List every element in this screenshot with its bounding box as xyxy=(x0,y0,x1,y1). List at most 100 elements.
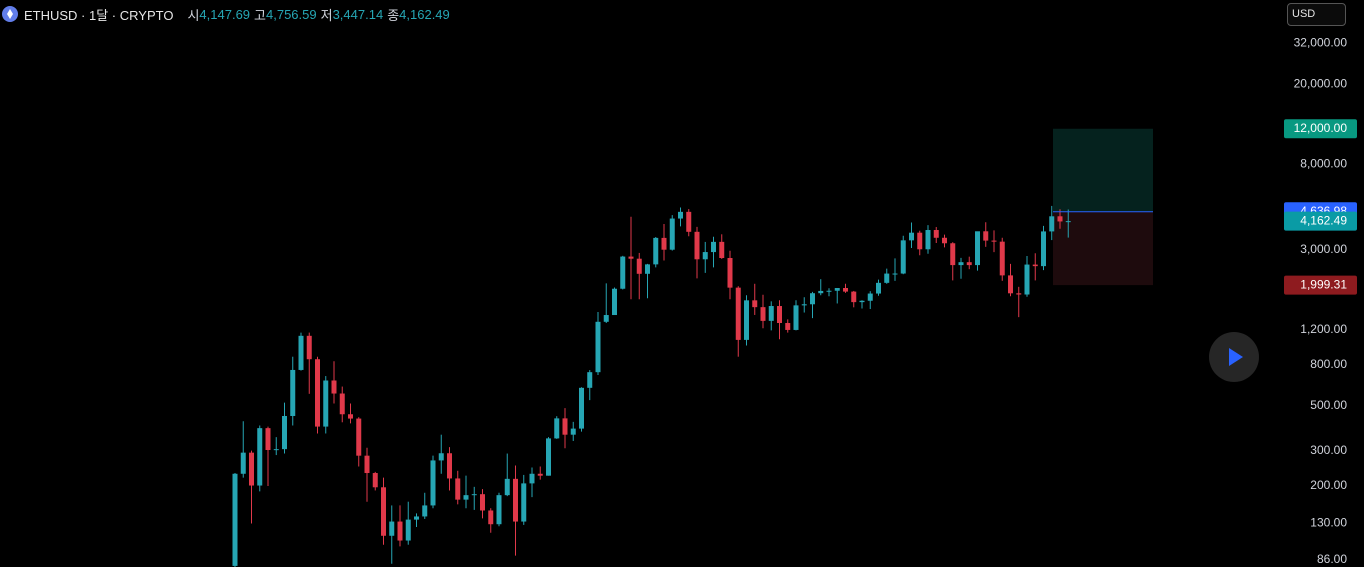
candle-body xyxy=(999,241,1005,276)
candle-body xyxy=(405,519,411,541)
y-tick-label: 86.00 xyxy=(1317,552,1347,566)
candle-body xyxy=(504,478,510,496)
candle-body xyxy=(265,428,271,451)
candle-body xyxy=(488,510,494,525)
candle-body xyxy=(645,264,650,274)
symbol-header: ETHUSD · 1달 · CRYPTO 시 4,147.69 고 4,756.59 저… xyxy=(2,5,450,23)
candle-body xyxy=(909,232,914,241)
plot-layer: 32,000.00 20,000.00 8,000.00 3,000.00 1,200.… xyxy=(232,35,1348,567)
candle-body xyxy=(661,237,667,250)
profit-zone xyxy=(1053,128,1153,212)
candle-body xyxy=(471,494,477,496)
candle-body xyxy=(273,449,279,451)
candle-body xyxy=(513,478,518,522)
candle-body xyxy=(570,428,576,435)
candle-body xyxy=(727,257,733,288)
candle-body xyxy=(364,455,370,474)
candle-body xyxy=(653,237,659,265)
candle-body xyxy=(975,231,980,266)
candle-body xyxy=(249,452,254,486)
candle-body xyxy=(397,521,403,541)
candle-body xyxy=(331,380,337,394)
candle-body xyxy=(818,290,824,294)
candle-body xyxy=(546,438,551,476)
candle-body xyxy=(1032,264,1038,267)
candle-body xyxy=(884,273,890,283)
candle-body xyxy=(595,321,601,373)
candle-body xyxy=(785,322,791,330)
y-tick-label: 800.00 xyxy=(1310,357,1347,371)
candle-body xyxy=(240,452,246,474)
play-icon[interactable] xyxy=(1229,348,1243,366)
y-tick-label: 300.00 xyxy=(1310,443,1347,457)
currency-button[interactable]: USD xyxy=(1287,3,1346,26)
candle-body xyxy=(892,273,898,275)
candle-body xyxy=(925,230,931,250)
candle-body xyxy=(760,307,766,321)
candle-body xyxy=(306,335,312,360)
candle-body xyxy=(381,487,386,536)
candle-body xyxy=(876,282,881,294)
candle-body xyxy=(372,473,378,488)
candle-body xyxy=(1041,231,1046,267)
candle-body xyxy=(966,262,972,266)
candle-body xyxy=(232,473,238,566)
y-tick-label: 32,000.00 xyxy=(1294,35,1348,49)
candle-body xyxy=(480,494,485,511)
last-price-tag-label: 4,162.49 xyxy=(1300,213,1347,227)
candle-body xyxy=(389,521,395,536)
y-tick-label: 1,200.00 xyxy=(1300,322,1347,336)
candle-body xyxy=(686,211,692,232)
candle-body xyxy=(339,393,345,415)
candle-body xyxy=(438,453,444,461)
y-tick-label: 130.00 xyxy=(1310,516,1347,530)
candle-body xyxy=(414,516,419,520)
candle-body xyxy=(694,231,700,260)
candle-body xyxy=(612,288,617,316)
candle-body xyxy=(702,252,708,260)
candle-body xyxy=(768,306,774,321)
y-tick-label: 3,000.00 xyxy=(1300,242,1347,256)
candle-body xyxy=(636,258,642,274)
candle-body xyxy=(290,369,296,416)
candle-body xyxy=(867,293,873,301)
candle-body xyxy=(521,483,527,522)
candle-body xyxy=(603,315,609,322)
candle-body xyxy=(917,232,923,250)
candle-body xyxy=(950,243,956,266)
y-tick-label: 8,000.00 xyxy=(1300,156,1347,170)
candle-body xyxy=(620,256,626,289)
candle-body xyxy=(1024,264,1030,295)
candle-body xyxy=(983,231,989,241)
candle-body xyxy=(562,418,568,435)
legend-key: 고 xyxy=(254,7,266,23)
candle-body xyxy=(744,300,749,340)
candle-body xyxy=(1065,221,1071,223)
overlay-layer: 12,000.004,636.984,162.491,999.31 xyxy=(1053,119,1357,295)
candle-body xyxy=(257,428,263,486)
candle-body xyxy=(422,505,428,517)
target-tag xyxy=(1284,119,1357,139)
candle-body xyxy=(834,288,840,291)
candle-body xyxy=(777,306,782,323)
candle-body xyxy=(455,478,461,500)
candle-body xyxy=(463,495,469,500)
candle-body xyxy=(669,218,675,250)
candle-body xyxy=(348,414,353,419)
candle-body xyxy=(356,418,362,456)
candle-body xyxy=(810,293,815,305)
candle-body xyxy=(958,262,964,266)
candle-body xyxy=(933,230,939,238)
candle-body xyxy=(1049,216,1055,232)
y-tick-label: 500.00 xyxy=(1310,398,1347,412)
candle-body xyxy=(752,300,758,308)
candle-body xyxy=(735,287,741,340)
legend-key: 종 xyxy=(387,7,400,23)
candle-body xyxy=(587,372,593,388)
candle-body xyxy=(554,418,560,439)
stop-tag-label: 1,999.31 xyxy=(1300,277,1347,291)
candle-body xyxy=(1008,275,1013,294)
candle-body xyxy=(859,300,865,303)
